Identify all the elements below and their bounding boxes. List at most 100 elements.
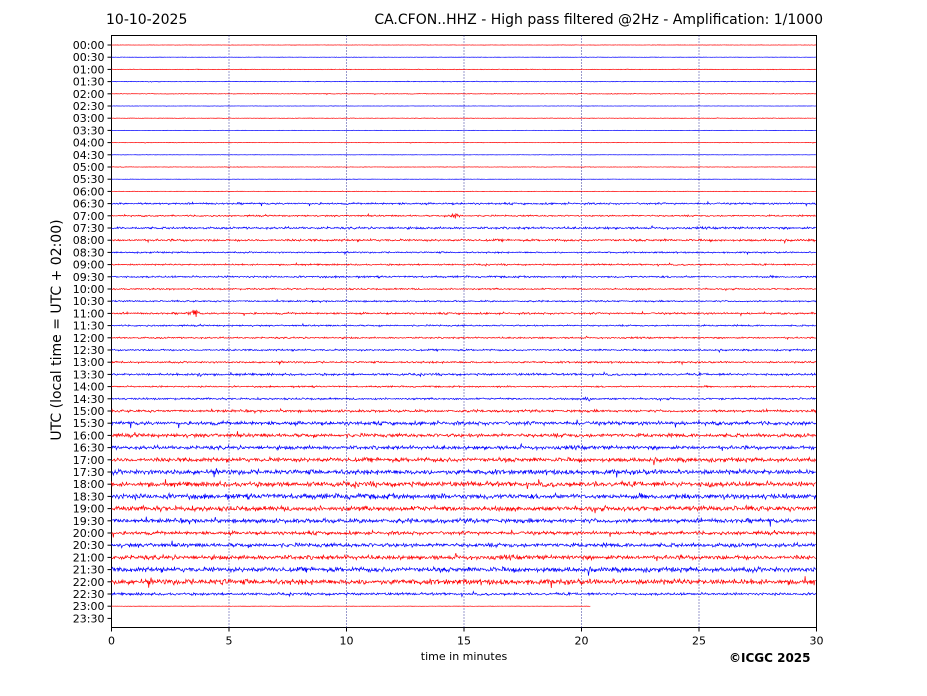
y-tick-label: 03:30: [73, 124, 105, 137]
y-tick-label: 00:30: [73, 51, 105, 64]
y-tick-label: 22:00: [73, 576, 105, 589]
x-ticks: 0 5 10 15 20 25 30: [108, 627, 824, 648]
y-tick-label: 17:30: [73, 466, 105, 479]
trace-2200: [111, 576, 816, 589]
x-tick-label: 30: [810, 635, 824, 648]
trace-0700: [111, 212, 817, 219]
trace-1000: [111, 287, 817, 292]
trace-0900: [111, 261, 817, 267]
y-tick-label: 13:00: [73, 356, 105, 369]
y-tick-label: 03:00: [73, 112, 105, 125]
y-tick-label: 18:30: [73, 490, 105, 503]
y-tick-label: 07:00: [73, 210, 105, 223]
date-label: 10-10-2025: [106, 12, 188, 28]
trace-0530: [111, 178, 816, 180]
trace-1530: [111, 419, 817, 429]
trace-1700: [111, 456, 817, 466]
y-tick-label: 09:30: [73, 271, 105, 284]
copyright-label: ©ICGC 2025: [729, 651, 811, 665]
y-tick-label: 05:00: [73, 161, 105, 174]
y-tick-label: 02:30: [73, 100, 105, 113]
y-tick-label: 21:00: [73, 551, 105, 564]
trace-0500: [111, 166, 816, 168]
trace-0800: [111, 237, 817, 245]
y-tick-label: 04:30: [73, 149, 105, 162]
y-tick-label: 05:30: [73, 173, 105, 186]
traces: [111, 44, 817, 607]
trace-1800: [111, 479, 817, 490]
y-tick-label: 00:00: [73, 39, 105, 52]
trace-1100: [111, 309, 817, 317]
trace-2030: [111, 540, 816, 549]
trace-2130: [111, 565, 817, 576]
y-tick-label: 06:00: [73, 185, 105, 198]
trace-2100: [111, 553, 817, 562]
trace-1200: [111, 335, 817, 341]
trace-0630: [111, 200, 817, 207]
x-axis-label: time in minutes: [420, 650, 508, 663]
y-tick-label: 16:30: [73, 442, 105, 455]
trace-0030: [111, 56, 816, 58]
x-tick-label: 10: [340, 635, 354, 648]
x-tick-label: 5: [226, 635, 233, 648]
trace-0830: [111, 250, 817, 256]
grid-lines: [228, 35, 700, 628]
y-tick-label: 19:00: [73, 503, 105, 516]
trace-0230: [111, 105, 816, 107]
trace-0600: [111, 190, 816, 193]
y-tick-label: 08:00: [73, 234, 105, 247]
y-tick-label: 12:30: [73, 344, 105, 357]
y-tick-label: 14:00: [73, 381, 105, 394]
plot-frame: [111, 35, 817, 628]
y-tick-label: 11:00: [73, 307, 105, 320]
trace-1730: [111, 467, 817, 478]
y-tick-label: 08:30: [73, 246, 105, 259]
y-tick-label: 18:00: [73, 478, 105, 491]
trace-1230: [111, 348, 816, 354]
trace-1030: [111, 298, 817, 304]
trace-2000: [111, 529, 816, 538]
y-tick-label: 06:30: [73, 198, 105, 211]
y-tick-label: 09:00: [73, 259, 105, 272]
y-tick-label: 12:00: [73, 332, 105, 345]
y-tick-label: 14:30: [73, 393, 105, 406]
x-tick-label: 15: [457, 635, 471, 648]
y-tick-label: 22:30: [73, 588, 105, 601]
y-tick-label: 20:30: [73, 539, 105, 552]
trace-1430: [111, 396, 817, 402]
trace-0730: [111, 225, 816, 231]
trace-1130: [111, 322, 816, 328]
x-tick-label: 25: [692, 635, 706, 648]
trace-1400: [111, 384, 816, 389]
trace-0430: [111, 154, 816, 156]
trace-1330: [111, 371, 817, 378]
y-tick-label: 23:00: [73, 600, 105, 613]
y-tick-label: 02:00: [73, 88, 105, 101]
y-tick-label: 07:30: [73, 222, 105, 235]
y-tick-label: 15:30: [73, 417, 105, 430]
trace-1930: [111, 516, 817, 527]
trace-0400: [111, 141, 816, 144]
y-tick-label: 01:30: [73, 76, 105, 89]
y-tick-label: 11:30: [73, 320, 105, 333]
trace-0100: [111, 68, 816, 71]
y-tick-label: 23:30: [73, 612, 105, 625]
trace-1600: [111, 431, 817, 439]
x-tick-label: 20: [575, 635, 589, 648]
trace-1830: [111, 492, 817, 501]
y-tick-label: 13:30: [73, 368, 105, 381]
trace-1630: [111, 442, 817, 452]
y-tick-label: 21:30: [73, 564, 105, 577]
y-tick-label: 17:00: [73, 454, 105, 467]
trace-0300: [111, 117, 816, 119]
trace-1500: [111, 407, 817, 415]
chart-title: CA.CFON..HHZ - High pass filtered @2Hz -…: [374, 12, 823, 28]
trace-1900: [111, 504, 817, 514]
y-tick-label: 01:00: [73, 63, 105, 76]
x-tick-label: 0: [108, 635, 115, 648]
trace-0200: [111, 92, 817, 96]
y-tick-label: 15:00: [73, 405, 105, 418]
trace-2230: [111, 590, 817, 598]
y-tick-label: 19:30: [73, 515, 105, 528]
